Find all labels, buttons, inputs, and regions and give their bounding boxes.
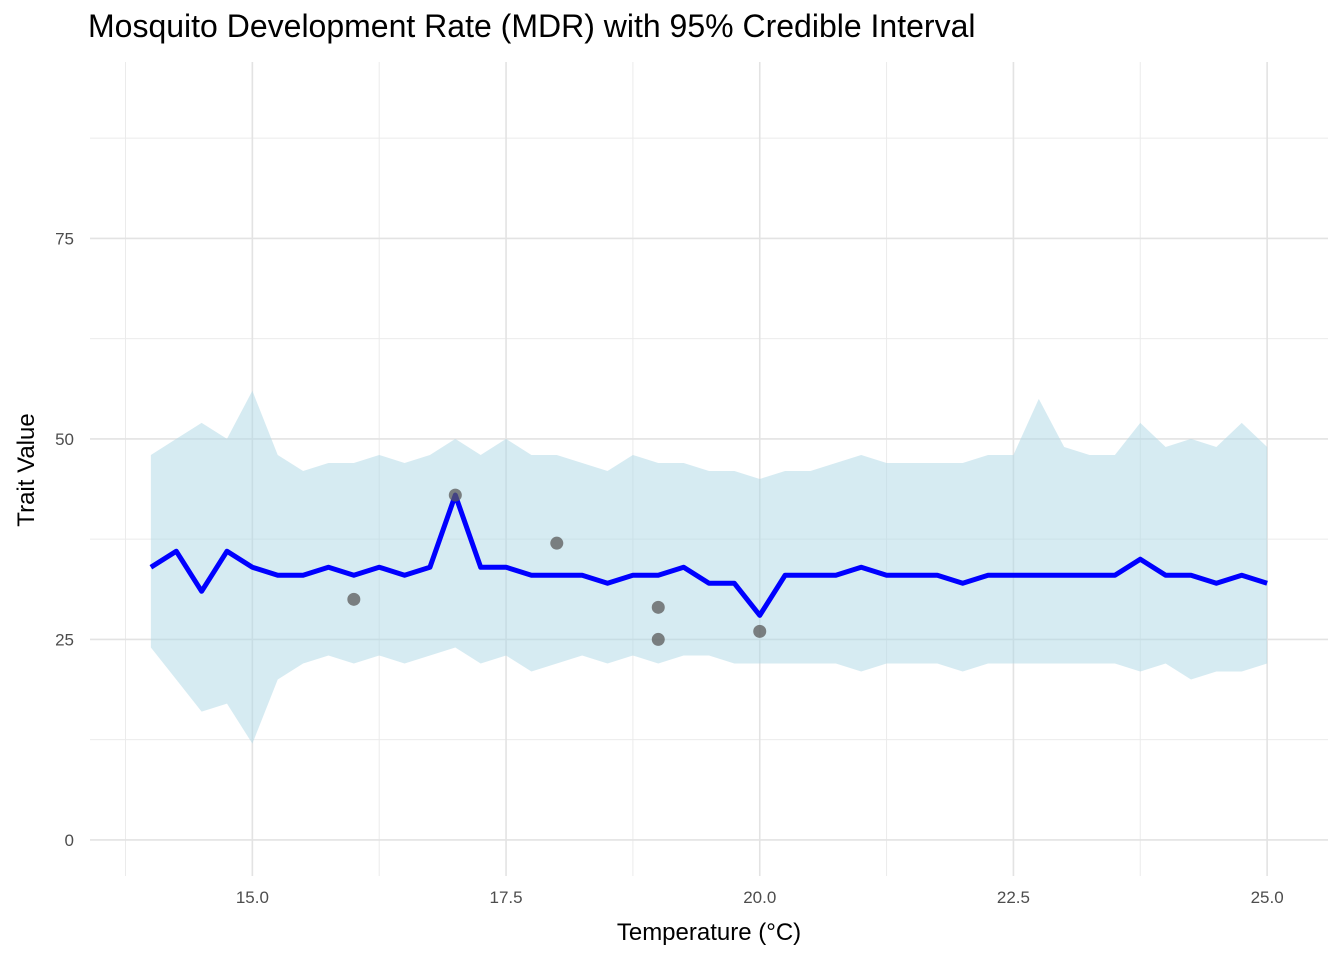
- y-axis-title: Trait Value: [13, 413, 40, 526]
- observed-data-point: [448, 488, 462, 502]
- observed-points-layer: [347, 488, 767, 646]
- x-axis-ticks: 15.0 17.5 20.0 22.5 25.0: [236, 888, 1284, 907]
- observed-data-point: [651, 600, 665, 614]
- mean-trait-line: [149, 492, 1268, 618]
- x-tick-label: 22.5: [997, 888, 1030, 907]
- x-tick-label: 20.0: [743, 888, 776, 907]
- observed-data-point: [753, 624, 767, 638]
- observed-data-point: [347, 592, 361, 606]
- mean-line-layer: [149, 492, 1268, 618]
- y-tick-label: 50: [55, 430, 74, 449]
- y-axis-ticks: 0 25 50 75: [55, 229, 74, 849]
- chart-title: Mosquito Development Rate (MDR) with 95%…: [88, 8, 976, 44]
- credible-interval-ribbon: [150, 390, 1268, 744]
- observed-data-point: [651, 632, 665, 646]
- x-axis-title: Temperature (°C): [617, 919, 801, 946]
- observed-data-point: [550, 536, 564, 550]
- x-tick-label: 17.5: [490, 888, 523, 907]
- x-tick-label: 25.0: [1251, 888, 1284, 907]
- y-tick-label: 75: [55, 229, 74, 248]
- credible-interval-ribbon-layer: [150, 390, 1268, 744]
- y-tick-label: 25: [55, 630, 74, 649]
- x-tick-label: 15.0: [236, 888, 269, 907]
- y-tick-label: 0: [65, 831, 74, 850]
